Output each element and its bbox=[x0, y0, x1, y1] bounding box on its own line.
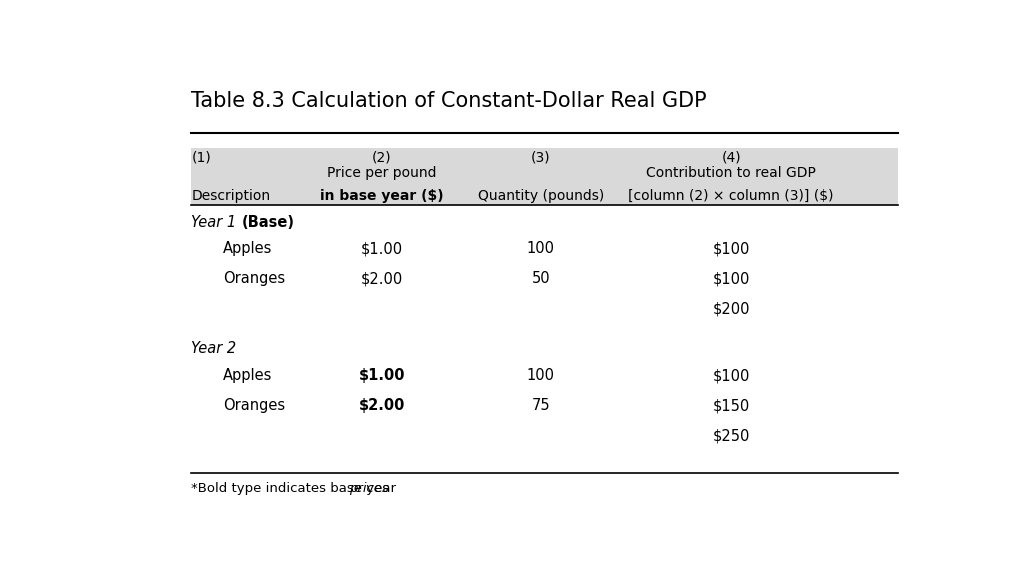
Text: $100: $100 bbox=[713, 241, 750, 256]
Text: Price per pound: Price per pound bbox=[328, 166, 436, 180]
Text: Apples: Apples bbox=[223, 368, 272, 383]
Text: $150: $150 bbox=[713, 398, 750, 413]
Text: 75: 75 bbox=[531, 398, 550, 413]
Text: Quantity (pounds): Quantity (pounds) bbox=[477, 189, 604, 203]
Text: prices: prices bbox=[348, 482, 388, 495]
Text: Oranges: Oranges bbox=[223, 271, 286, 286]
Text: (2): (2) bbox=[372, 151, 392, 165]
Text: 100: 100 bbox=[526, 368, 555, 383]
Text: (4): (4) bbox=[721, 151, 741, 165]
Text: 100: 100 bbox=[526, 241, 555, 256]
Text: $1.00: $1.00 bbox=[358, 368, 406, 383]
Text: $2.00: $2.00 bbox=[358, 398, 406, 413]
Text: Oranges: Oranges bbox=[223, 398, 286, 413]
Text: (3): (3) bbox=[530, 151, 551, 165]
Text: $1.00: $1.00 bbox=[360, 241, 403, 256]
Text: [column (2) × column (3)] ($): [column (2) × column (3)] ($) bbox=[629, 189, 834, 203]
Text: $2.00: $2.00 bbox=[360, 271, 403, 286]
Text: in base year ($): in base year ($) bbox=[321, 189, 443, 203]
Text: $100: $100 bbox=[713, 271, 750, 286]
Text: $200: $200 bbox=[713, 302, 750, 317]
Text: *Bold type indicates base year: *Bold type indicates base year bbox=[191, 482, 400, 495]
Text: (1): (1) bbox=[191, 151, 211, 165]
Text: $100: $100 bbox=[713, 368, 750, 383]
Text: Contribution to real GDP: Contribution to real GDP bbox=[646, 166, 816, 180]
Text: Apples: Apples bbox=[223, 241, 272, 256]
Text: Description: Description bbox=[191, 189, 270, 203]
Text: 50: 50 bbox=[531, 271, 550, 286]
Text: (Base): (Base) bbox=[242, 215, 295, 230]
Text: Year 2: Year 2 bbox=[191, 342, 237, 357]
Text: Table 8.3 Calculation of Constant-Dollar Real GDP: Table 8.3 Calculation of Constant-Dollar… bbox=[191, 92, 708, 111]
Text: Year 1: Year 1 bbox=[191, 215, 242, 230]
FancyBboxPatch shape bbox=[191, 148, 898, 205]
Text: $250: $250 bbox=[713, 429, 750, 444]
